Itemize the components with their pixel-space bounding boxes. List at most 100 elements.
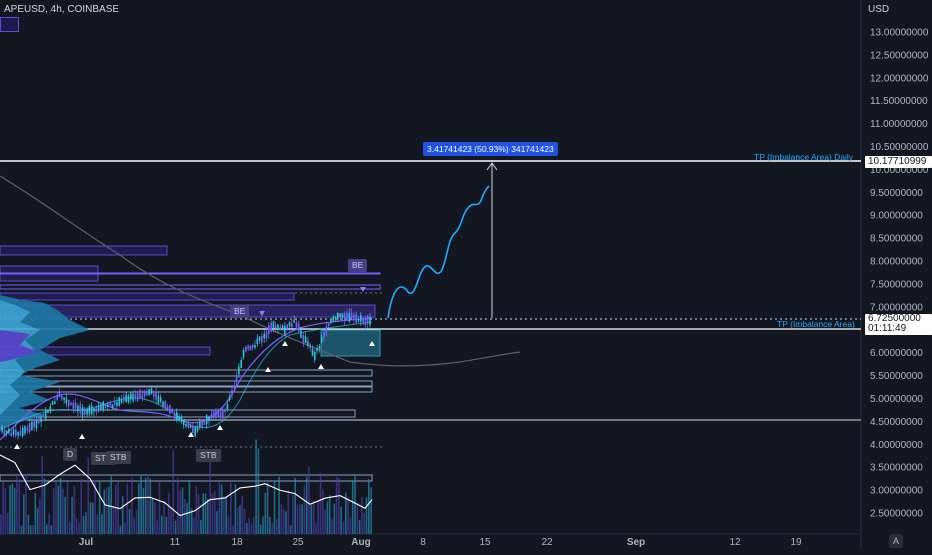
price-candles <box>1 308 371 440</box>
demand-zone-box <box>320 329 381 357</box>
volume-bar <box>165 516 168 534</box>
time-tick-label: 25 <box>292 537 304 548</box>
volume-bar <box>57 485 60 534</box>
candle-body <box>350 312 353 319</box>
volume-bar <box>236 507 239 534</box>
volume-bar <box>243 508 246 534</box>
price-tick-label: 2.50000000 <box>870 509 923 520</box>
volume-bar <box>27 514 30 534</box>
candle-body <box>173 413 176 419</box>
volume-bar <box>73 485 76 534</box>
volume-bar <box>167 492 170 534</box>
time-axis-ticks: Jul 11 18 25 Aug 8 15 22 Sep 12 19 <box>79 537 802 548</box>
candle-body <box>249 345 252 351</box>
volume-bar <box>64 496 66 534</box>
time-tick-label: Aug <box>351 537 370 548</box>
volume-bar <box>264 492 267 534</box>
candle-body <box>208 417 210 422</box>
up-arrow-icon <box>79 434 85 439</box>
volume-bar <box>197 494 200 534</box>
volume-bar <box>92 502 94 534</box>
volume-bar <box>87 457 89 534</box>
zone-box <box>0 245 168 256</box>
volume-bar <box>121 496 124 534</box>
target-price-tag: 10.17710999 <box>865 156 932 168</box>
volume-bar <box>156 520 158 534</box>
volume-bar <box>25 474 27 534</box>
zone-box <box>0 273 99 282</box>
volume-bar <box>312 500 315 534</box>
volume-bar <box>154 502 156 534</box>
volume-bar <box>43 478 46 534</box>
candle-body <box>288 322 291 327</box>
candle-body <box>242 349 245 358</box>
tp-current-label: TP (Imbalance Area) <box>777 319 855 329</box>
candle-body <box>79 404 81 413</box>
price-tick-label: 11.50000000 <box>870 96 928 107</box>
volume-bar <box>133 518 135 534</box>
volume-bar <box>16 476 18 534</box>
candle-body <box>323 332 325 338</box>
candle-body <box>102 401 104 410</box>
candle-body <box>65 398 68 404</box>
volume-bar <box>200 520 202 534</box>
volume-bar <box>80 478 83 534</box>
candle-body <box>166 406 169 409</box>
candle-body <box>364 318 367 326</box>
up-arrow-icon <box>318 364 324 369</box>
zone-box <box>0 369 373 377</box>
candle-body <box>286 324 288 329</box>
candle-body <box>49 406 52 410</box>
candle-body <box>93 408 95 412</box>
candle-body <box>334 316 337 320</box>
auto-scale-button[interactable]: A <box>889 534 903 548</box>
candle-body <box>254 345 256 348</box>
zone-box <box>0 284 381 290</box>
candle-body <box>272 321 275 329</box>
volume-bar <box>89 501 92 534</box>
candle-body <box>222 410 224 419</box>
currency-label: USD <box>868 4 890 15</box>
candle-body <box>10 432 12 437</box>
candle-body <box>233 385 236 388</box>
volume-bar <box>296 504 299 534</box>
volume-bar <box>349 517 352 534</box>
volume-bar <box>216 510 218 534</box>
candle-body <box>318 345 321 349</box>
volume-bar <box>23 494 25 534</box>
volume-bar <box>188 480 191 534</box>
volume-bar <box>351 480 354 534</box>
candle-body <box>210 414 213 417</box>
volume-bar <box>213 491 216 534</box>
candle-body <box>12 429 15 435</box>
volume-bar <box>177 477 179 534</box>
candle-body <box>21 427 24 437</box>
candle-body <box>86 409 88 415</box>
volume-bar <box>218 482 221 534</box>
zone-box <box>0 346 211 356</box>
volume-bar <box>55 481 57 534</box>
volume-bar <box>317 500 319 534</box>
candle-body <box>8 429 10 433</box>
candle-body <box>366 315 369 324</box>
volume-bar <box>259 524 262 534</box>
candle-body <box>51 401 54 405</box>
legend-toggle[interactable] <box>0 17 19 32</box>
price-tick-label: 10.00000000 <box>870 165 929 176</box>
candle-body <box>100 404 102 410</box>
projected-price-path <box>387 185 490 319</box>
volume-bar <box>69 521 71 534</box>
candle-body <box>274 325 277 329</box>
volume-bar <box>20 525 23 534</box>
volume-bar <box>358 519 361 534</box>
candle-body <box>77 405 79 412</box>
candle-body <box>113 400 116 405</box>
volume-bar <box>257 448 260 534</box>
candle-body <box>226 404 229 411</box>
volume-bar <box>345 492 347 534</box>
symbol-title[interactable]: APEUSD, 4h, COINBASE <box>4 4 120 15</box>
volume-bar <box>29 525 32 534</box>
candle-body <box>212 411 215 418</box>
